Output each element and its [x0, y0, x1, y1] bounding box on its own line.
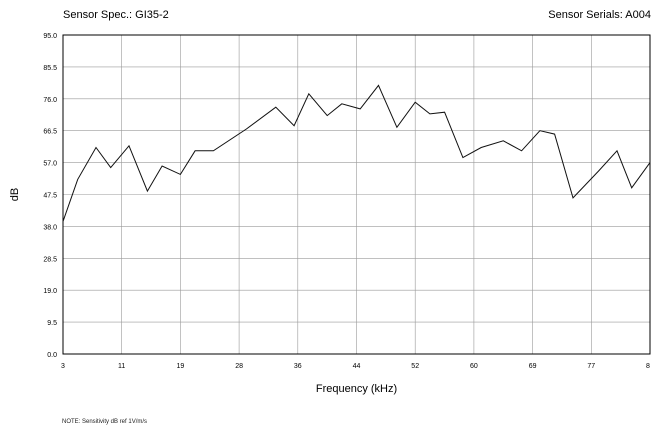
x-tick-label: 77: [587, 363, 595, 370]
y-tick-label: 85.5: [43, 65, 57, 72]
x-tick-label: 69: [529, 363, 537, 370]
y-tick-label: 28.5: [43, 256, 57, 263]
y-tick-label: 9.5: [47, 320, 57, 327]
x-tick-label: 28: [235, 363, 243, 370]
x-tick-label: 36: [294, 363, 302, 370]
x-tick-label: 19: [177, 363, 185, 370]
sensor-spec-label: Sensor Spec.: GI35-2: [63, 9, 169, 21]
sensitivity-note: NOTE: Sensitivity dB ref 1V/m/s: [62, 419, 148, 425]
y-tick-label: 66.5: [43, 129, 57, 136]
y-tick-label: 38.0: [43, 224, 57, 231]
y-tick-label: 19.0: [43, 288, 57, 295]
y-tick-label: 0.0: [47, 352, 57, 359]
x-tick-label: 60: [470, 363, 478, 370]
y-tick-label: 95.0: [43, 33, 57, 40]
x-tick-label: 8: [646, 363, 650, 370]
y-tick-label: 47.5: [43, 193, 57, 200]
x-axis-label: Frequency (kHz): [316, 383, 397, 395]
x-tick-label: 52: [411, 363, 419, 370]
sensor-serials-label: Sensor Serials: A004: [548, 9, 651, 21]
y-tick-label: 76.0: [43, 97, 57, 104]
plot-frame: [62, 34, 651, 355]
y-tick-label: 57.0: [43, 161, 57, 168]
x-tick-label: 3: [61, 363, 65, 370]
x-tick-label: 44: [353, 363, 361, 370]
x-tick-label: 11: [118, 363, 125, 370]
y-axis-label: dB: [9, 188, 21, 201]
series-line: [62, 84, 651, 222]
